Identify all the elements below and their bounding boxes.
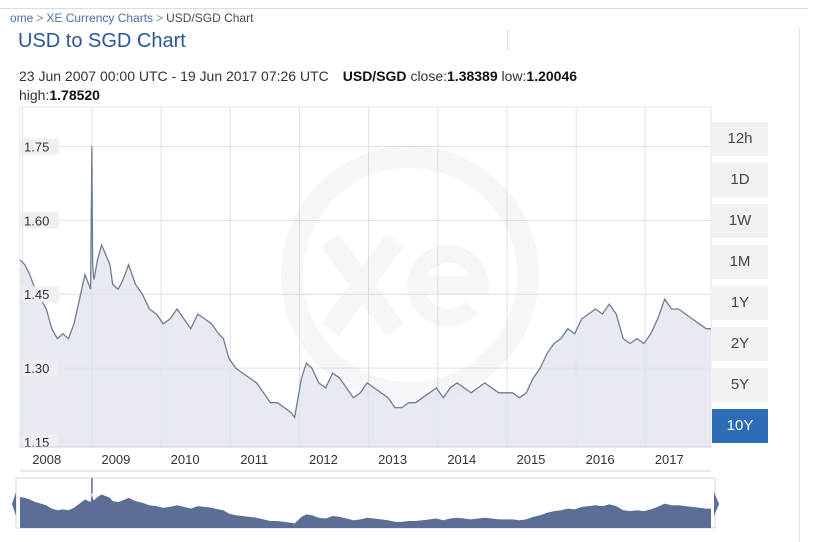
y-tick-label: 1.15 [24,435,49,450]
navigator-left-handle [12,492,16,516]
panel-border [799,28,800,542]
x-tick-label: 2012 [309,452,338,467]
range-button-1y[interactable]: 1Y [712,286,768,320]
low-value: 1.20046 [526,68,578,84]
y-tick-label: 1.75 [24,139,49,154]
range-button-1w[interactable]: 1W [712,204,768,238]
breadcrumb-separator: > [36,11,44,25]
breadcrumb-charts-link[interactable]: XE Currency Charts [46,11,154,25]
x-tick-label: 2011 [240,452,268,467]
y-tick-label-bg [21,212,59,229]
breadcrumb: ome > XE Currency Charts > USD/SGD Chart [10,11,253,25]
y-tick-label-bg [21,138,59,155]
close-value: 1.38389 [447,68,498,84]
navigator-right-handle [714,492,719,516]
breadcrumb-home-link[interactable]: ome [10,11,34,25]
x-tick-label: 2010 [171,452,200,467]
high-value: 1.78520 [49,87,100,103]
range-button-2y[interactable]: 2Y [712,327,768,361]
y-tick-label-bg [21,360,59,377]
close-label: close: [410,68,448,84]
breadcrumb-separator: > [156,11,164,25]
watermark-x [321,233,404,337]
x-tick-label: 2017 [655,452,684,467]
range-button-1d[interactable]: 1D [712,163,768,197]
page-title: USD to SGD Chart [18,30,186,52]
price-line [19,146,711,420]
range-button-10y[interactable]: 10Y [712,409,768,443]
xe-watermark [281,146,539,404]
x-tick-label: 2014 [447,452,476,467]
x-tick-label: 2008 [32,452,61,467]
low-label: low: [501,68,527,84]
x-tick-label: 2009 [101,452,130,467]
y-tick-label: 1.60 [24,213,49,228]
chart-info-line-2: high:1.78520 [19,86,100,105]
high-label: high: [19,87,50,103]
chart-info-line: 23 Jun 2007 00:00 UTC - 19 Jun 2017 07:2… [19,67,577,86]
range-button-5y[interactable]: 5Y [712,368,768,402]
y-tick-label: 1.45 [24,287,49,302]
range-button-12h[interactable]: 12h [712,122,768,156]
y-tick-label-bg [21,434,59,451]
navigator-area [20,493,711,528]
x-tick-label: 2015 [516,452,545,467]
watermark-ring [281,146,539,404]
x-tick-label: 2013 [378,452,407,467]
currency-pair: USD/SGD [342,68,407,84]
watermark-e [407,244,490,327]
date-range: 23 Jun 2007 00:00 UTC - 19 Jun 2017 07:2… [19,68,329,84]
x-axis-band [20,447,711,471]
y-tick-label-bg [21,286,59,303]
breadcrumb-current: USD/SGD Chart [166,11,254,25]
range-button-1m[interactable]: 1M [712,245,768,279]
y-tick-label: 1.30 [24,361,49,376]
top-rule [0,8,808,9]
x-tick-label: 2016 [586,452,615,467]
header-divider [507,30,508,50]
